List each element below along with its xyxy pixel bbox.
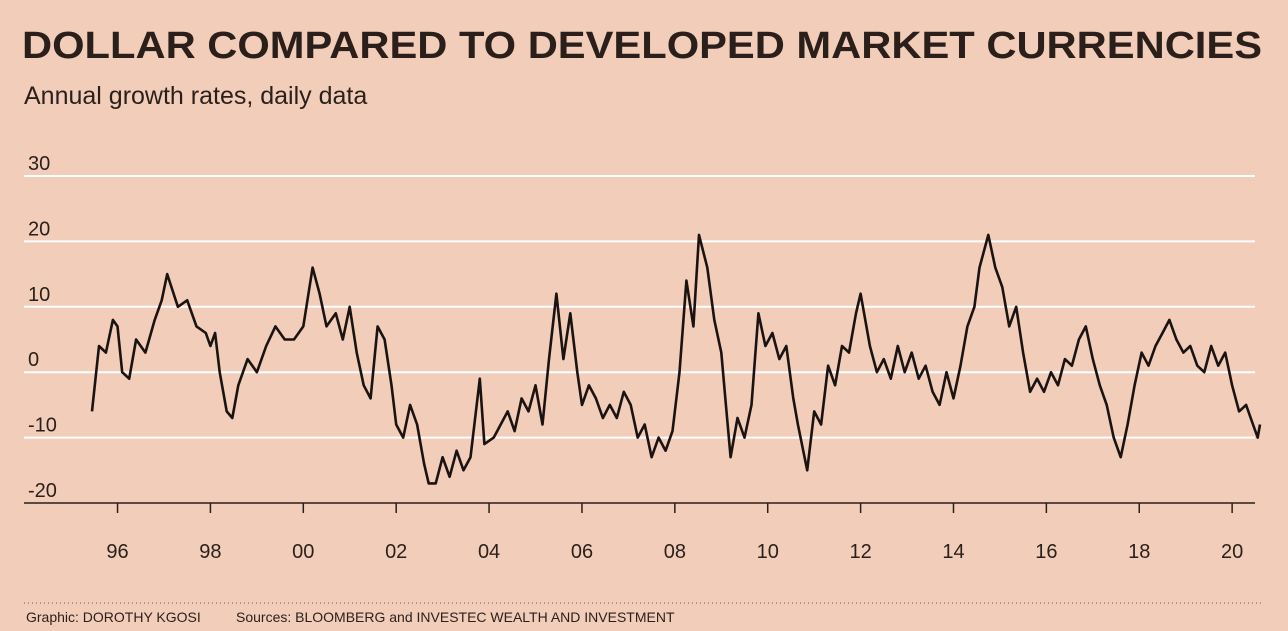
- x-tick-label: 00: [292, 541, 314, 563]
- x-tick-label: 10: [757, 541, 779, 563]
- y-tick-label: 0: [28, 349, 39, 371]
- x-tick-label: 12: [849, 541, 871, 563]
- x-tick-label: 18: [1128, 541, 1150, 563]
- y-tick-label: 10: [28, 284, 50, 306]
- y-tick-label: 20: [28, 218, 50, 240]
- x-tick-label: 14: [942, 541, 964, 563]
- credit: Graphic: DOROTHY KGOSI: [26, 609, 201, 625]
- x-tick-label: 98: [199, 541, 221, 563]
- y-tick-label: -10: [28, 415, 57, 437]
- x-tick-label: 04: [478, 541, 500, 563]
- x-tick-label: 08: [664, 541, 686, 563]
- y-tick-label: -20: [28, 480, 57, 502]
- source: Sources: BLOOMBERG and INVESTEC WEALTH A…: [236, 609, 675, 625]
- x-tick-label: 20: [1221, 541, 1243, 563]
- data-line: [90, 233, 1262, 485]
- chart-subtitle: Annual growth rates, daily data: [24, 82, 367, 110]
- x-tick-label: 96: [106, 541, 128, 563]
- x-tick-label: 06: [571, 541, 593, 563]
- chart-title: DOLLAR COMPARED TO DEVELOPED MARKET CURR…: [22, 25, 1262, 67]
- x-tick-label: 16: [1035, 541, 1057, 563]
- y-tick-label: 30: [28, 153, 50, 175]
- x-tick-label: 02: [385, 541, 407, 563]
